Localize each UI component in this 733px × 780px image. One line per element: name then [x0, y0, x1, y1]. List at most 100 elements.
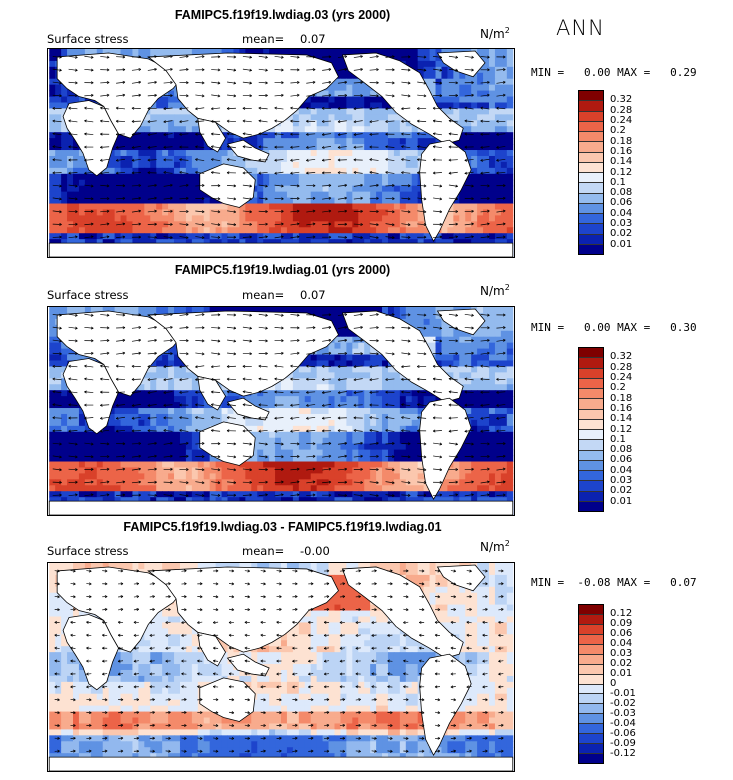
stress-cell	[90, 227, 98, 234]
stress-cell	[310, 209, 318, 216]
stress-cell	[233, 221, 240, 228]
stress-cell	[471, 384, 478, 391]
stress-cell	[483, 330, 490, 338]
stress-cell	[417, 60, 425, 68]
stress-cell	[364, 167, 371, 175]
stress-cell	[286, 372, 294, 379]
stress-cell	[459, 348, 466, 356]
stress-cell	[334, 360, 341, 367]
stress-cell	[138, 215, 145, 222]
wind-stress-arrowhead	[464, 119, 468, 123]
stress-cell	[209, 221, 217, 228]
stress-cell	[286, 390, 294, 397]
stress-cell	[334, 179, 341, 187]
stress-cell	[471, 138, 478, 145]
stress-cell	[376, 396, 383, 403]
stress-cell	[352, 102, 359, 109]
stress-cell	[286, 120, 294, 127]
stress-cell	[96, 215, 104, 222]
stress-cell	[102, 167, 110, 175]
stress-cell	[269, 173, 276, 181]
wind-stress-arrowhead	[147, 171, 151, 175]
stress-cell	[304, 233, 312, 240]
wind-stress-arrowhead	[423, 55, 427, 59]
wind-stress-vector	[306, 223, 316, 226]
stress-cell	[352, 78, 359, 86]
stress-cell	[174, 203, 181, 210]
stress-cell	[310, 191, 318, 199]
stress-cell	[506, 72, 514, 80]
wind-stress-vector	[290, 56, 300, 58]
stress-cell	[334, 108, 341, 115]
stress-cell	[310, 144, 318, 151]
wind-stress-arrowhead	[75, 210, 78, 214]
wind-stress-arrowhead	[439, 81, 443, 85]
panel-1-mean-label: mean=	[242, 32, 285, 46]
wind-stress-vector	[116, 158, 126, 161]
stress-cell	[483, 108, 490, 115]
stress-cell	[393, 221, 401, 228]
stress-cell	[298, 167, 306, 175]
stress-cell	[269, 132, 276, 139]
wind-stress-vector	[480, 94, 490, 97]
stress-cell	[55, 360, 62, 367]
stress-cell	[233, 307, 240, 314]
stress-cell	[346, 396, 353, 403]
wind-stress-arrowhead	[480, 171, 484, 175]
stress-cell	[316, 54, 324, 62]
wind-stress-vector	[116, 94, 126, 97]
stress-cell	[168, 167, 175, 175]
stress-cell	[310, 354, 318, 361]
stress-cell	[251, 209, 258, 216]
wind-stress-vector	[211, 210, 221, 213]
stress-cell	[340, 78, 347, 86]
wind-stress-vector	[84, 159, 94, 161]
wind-stress-vector	[116, 197, 126, 200]
stress-cell	[322, 179, 330, 187]
stress-cell	[364, 49, 371, 56]
wind-stress-arrowhead	[407, 94, 411, 98]
wind-stress-arrowhead	[131, 106, 135, 110]
stress-cell	[197, 227, 205, 234]
stress-cell	[399, 185, 407, 193]
wind-stress-arrowhead	[274, 106, 278, 110]
stress-cell	[185, 138, 193, 145]
stress-cell	[471, 150, 478, 157]
stress-cell	[67, 161, 74, 169]
wind-stress-arrowhead	[480, 106, 484, 110]
stress-cell	[298, 191, 306, 199]
stress-cell	[471, 197, 478, 205]
wind-stress-arrowhead	[59, 235, 62, 239]
stress-cell	[370, 197, 377, 205]
stress-cell	[263, 132, 270, 139]
wind-stress-arrowhead	[391, 81, 395, 85]
stress-cell	[275, 161, 282, 169]
stress-cell	[358, 185, 365, 193]
stress-cell	[352, 342, 359, 350]
wind-stress-arrowhead	[186, 210, 189, 213]
stress-cell	[358, 239, 365, 246]
wind-stress-vector	[147, 236, 157, 238]
wind-stress-vector	[353, 184, 363, 187]
stress-cell	[334, 396, 341, 403]
wind-stress-vector	[52, 184, 62, 187]
stress-cell	[185, 215, 193, 222]
stress-cell	[120, 185, 127, 193]
stress-cell	[281, 378, 288, 385]
wind-stress-arrowhead	[59, 210, 62, 214]
stress-cell	[483, 185, 490, 193]
wind-stress-arrowhead	[84, 119, 87, 123]
wind-stress-arrowhead	[138, 222, 142, 226]
wind-stress-arrowhead	[249, 94, 252, 98]
stress-cell	[364, 179, 371, 187]
wind-stress-vector	[242, 56, 252, 58]
stress-cell	[179, 49, 187, 56]
stress-cell	[364, 138, 371, 145]
stress-cell	[411, 227, 419, 234]
stress-cell	[399, 150, 407, 157]
stress-cell	[203, 203, 211, 210]
stress-cell	[55, 132, 62, 139]
stress-cell	[340, 197, 347, 205]
stress-cell	[138, 203, 145, 210]
stress-cell	[292, 150, 300, 157]
